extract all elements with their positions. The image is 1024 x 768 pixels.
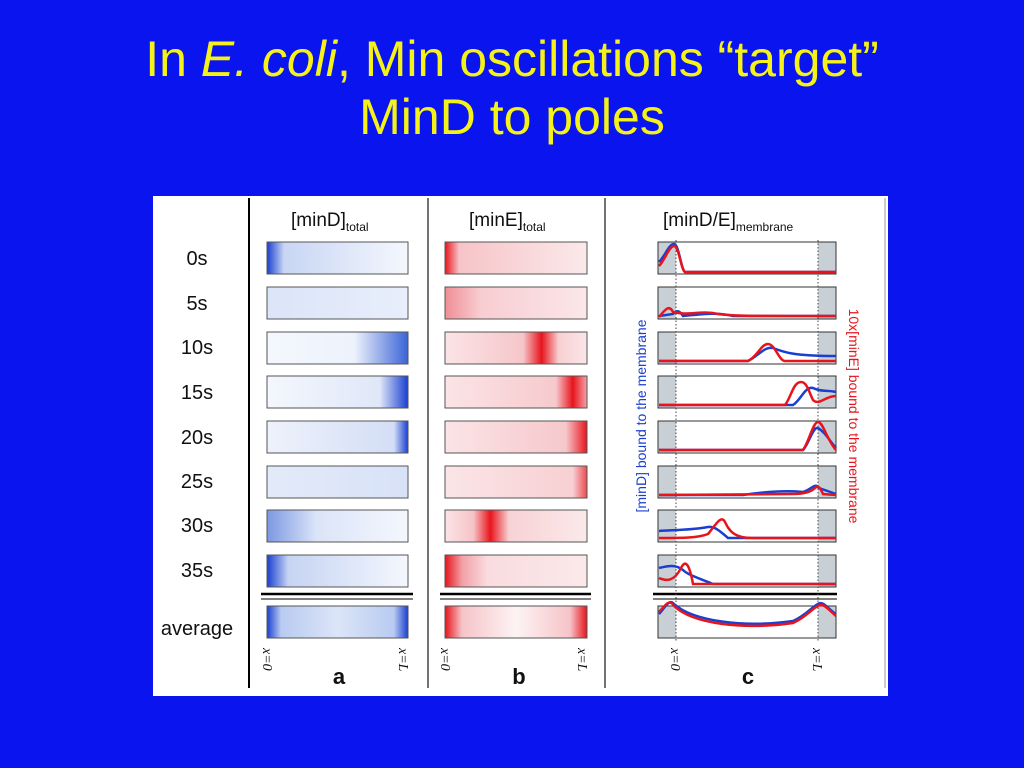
mine-bar bbox=[444, 331, 588, 365]
panel-a-bars bbox=[266, 241, 409, 639]
title-line-2: MinD to poles bbox=[359, 89, 665, 145]
mine-bar bbox=[444, 554, 588, 588]
mine-bar bbox=[444, 286, 588, 320]
panel-letter-a: a bbox=[333, 664, 346, 689]
mine-bar bbox=[444, 465, 588, 499]
panel-c-plots bbox=[657, 240, 837, 642]
slide-title: In E. coli, Min oscillations “target” Mi… bbox=[0, 30, 1024, 146]
panel-letter-c: c bbox=[742, 664, 754, 689]
x-start-label-a: x=0 bbox=[259, 647, 274, 671]
average-label: average bbox=[161, 618, 233, 640]
mine-bar bbox=[444, 375, 588, 409]
x-end-label-c: x=L bbox=[809, 647, 824, 672]
mine-bar bbox=[444, 509, 588, 543]
mind-bar bbox=[266, 509, 409, 543]
mind-bar bbox=[266, 331, 409, 365]
mine-bar bbox=[444, 420, 588, 454]
time-label: 25s bbox=[181, 471, 213, 493]
title-post: , Min oscillations “target” bbox=[336, 31, 879, 87]
panel-a-header: [minD]total bbox=[291, 210, 369, 234]
panel-c-header: [minD/E]membrane bbox=[663, 210, 794, 234]
time-label: 0s bbox=[186, 248, 207, 270]
mind-bar bbox=[266, 241, 409, 275]
mind-bar bbox=[266, 375, 409, 409]
mind-bar bbox=[266, 286, 409, 320]
mind-bar bbox=[266, 465, 409, 499]
side-label-mind: [minD] bound to the membrane bbox=[633, 319, 649, 512]
x-start-label-c: x=0 bbox=[667, 647, 682, 671]
mind-bar-average bbox=[266, 605, 409, 639]
time-labels: 0s 5s 10s 15s 20s 25s 30s 35s average bbox=[161, 248, 233, 640]
figure-svg: [minD]total [minE]total [minD/E]membrane… bbox=[161, 198, 886, 689]
panel-b-header: [minE]total bbox=[469, 210, 546, 234]
mine-bar-average bbox=[444, 605, 588, 639]
time-label: 30s bbox=[181, 515, 213, 537]
x-end-label-b: x=L bbox=[574, 647, 589, 672]
title-emphasis: E. coli bbox=[200, 31, 337, 87]
panel-b-bars bbox=[444, 241, 588, 639]
time-label: 15s bbox=[181, 382, 213, 404]
title-pre: In bbox=[145, 31, 201, 87]
time-label: 35s bbox=[181, 560, 213, 582]
mind-bar bbox=[266, 420, 409, 454]
min-oscillation-figure: [minD]total [minE]total [minD/E]membrane… bbox=[153, 196, 888, 696]
mine-bar bbox=[444, 241, 588, 275]
side-label-mine: 10x[minE] bound to the membrane bbox=[846, 309, 862, 524]
title-line-1: In E. coli, Min oscillations “target” bbox=[0, 30, 1024, 88]
time-label: 5s bbox=[186, 293, 207, 315]
x-end-label-a: x=L bbox=[395, 647, 410, 672]
panel-letter-b: b bbox=[512, 664, 525, 689]
mind-bar bbox=[266, 554, 409, 588]
x-start-label-b: x=0 bbox=[437, 647, 452, 671]
time-label: 20s bbox=[181, 427, 213, 449]
time-label: 10s bbox=[181, 337, 213, 359]
